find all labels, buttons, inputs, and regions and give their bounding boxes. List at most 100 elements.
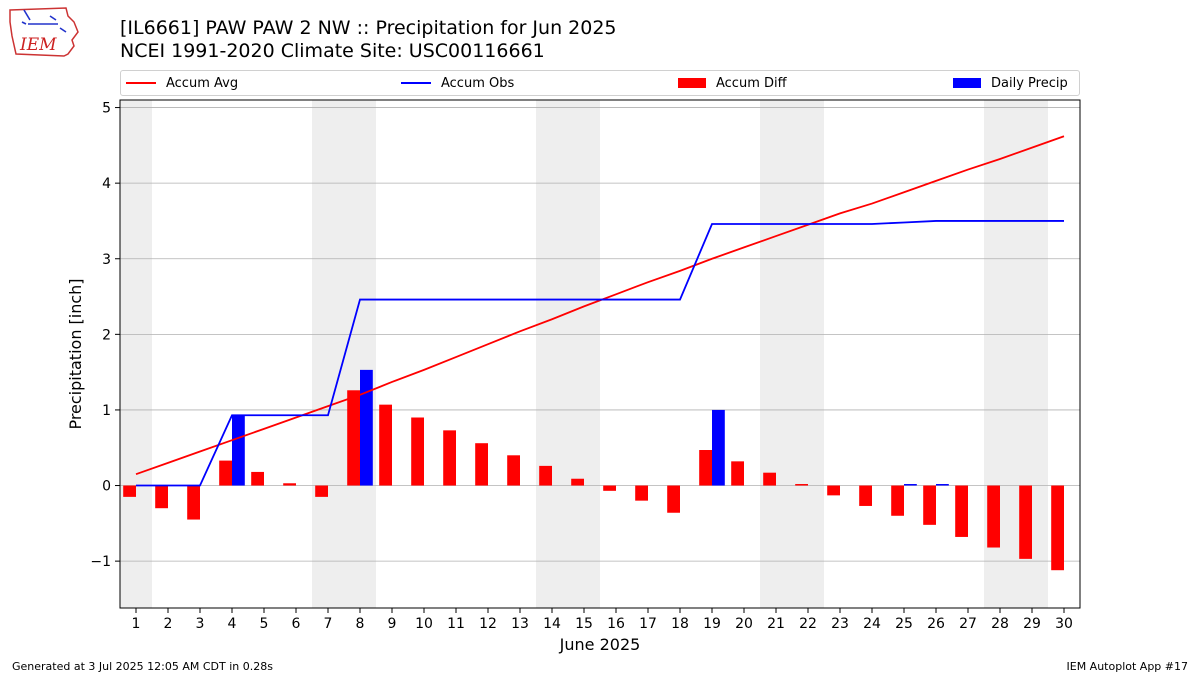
accum-diff-bar	[123, 485, 136, 497]
accum-diff-bar	[187, 485, 200, 520]
legend-item-accum-obs: Accum Obs	[401, 71, 514, 95]
x-tick-label: 3	[196, 616, 205, 632]
x-axis-label: June 2025	[559, 635, 641, 654]
y-tick-label: 4	[102, 176, 111, 192]
chart-title: [IL6661] PAW PAW 2 NW :: Precipitation f…	[120, 17, 617, 39]
accum-obs-line	[136, 220, 1064, 487]
daily-precip-bar	[712, 409, 725, 486]
y-tick-label: 3	[102, 252, 111, 268]
accum-diff-bar	[347, 390, 360, 486]
shaded-band-3	[760, 100, 824, 608]
x-tick-label: 7	[324, 616, 333, 632]
accum-diff-bar	[507, 455, 520, 486]
x-tick-label: 12	[479, 616, 497, 632]
x-tick-label: 30	[1055, 616, 1073, 632]
x-tick-label: 23	[831, 616, 849, 632]
legend-item-accum-avg: Accum Avg	[126, 71, 238, 95]
x-tick-label: 16	[607, 616, 625, 632]
x-tick-label: 4	[228, 616, 237, 632]
accum-diff-bar	[635, 485, 648, 501]
x-tick-label: 14	[543, 616, 561, 632]
accum-diff-bar	[315, 485, 328, 497]
accum-diff-bar	[283, 483, 296, 486]
x-tick-label: 2	[164, 616, 173, 632]
x-tick-label: 8	[356, 616, 365, 632]
daily-precip-bar	[232, 415, 245, 486]
accum-diff-bar	[251, 471, 264, 486]
accum-diff-bar	[891, 485, 904, 516]
accum-diff-bar	[699, 450, 712, 486]
x-tick-label: 13	[511, 616, 529, 632]
x-tick-label: 21	[767, 616, 785, 632]
plot-frame	[119, 99, 1081, 609]
logo-text: IEM	[19, 35, 57, 55]
accum-diff-bar	[571, 478, 584, 486]
x-tick-label: 20	[735, 616, 753, 632]
legend-swatch-daily-precip	[953, 78, 981, 88]
iem-logo: IEM	[9, 7, 79, 57]
accum-diff-bar	[475, 443, 488, 486]
x-tick-label: 25	[895, 616, 913, 632]
accum-diff-bar	[219, 460, 232, 486]
footer-app: IEM Autoplot App #17	[1066, 660, 1189, 673]
legend-swatch-accum-diff	[678, 78, 706, 88]
daily-precip-bar	[936, 484, 949, 486]
legend-label-accum-obs: Accum Obs	[441, 75, 515, 91]
daily-precip-bar	[360, 369, 373, 486]
accum-diff-bar	[955, 485, 968, 537]
x-tick-label: 1	[132, 616, 141, 632]
y-axis-label: Precipitation [inch]	[66, 278, 85, 429]
x-tick-label: 24	[863, 616, 881, 632]
accum-diff-bar	[763, 472, 776, 486]
accum-diff-bar	[379, 404, 392, 486]
y-tick-label: 1	[102, 403, 111, 419]
x-tick-label: 28	[991, 616, 1009, 632]
accum-diff-bar	[603, 485, 616, 491]
accum-diff-bar	[923, 485, 936, 525]
accum-diff-bar	[1051, 485, 1064, 571]
legend-swatch-accum-obs	[401, 82, 431, 84]
accum-diff-bar	[827, 485, 840, 496]
iowa-outline-icon	[9, 7, 79, 57]
accum-diff-bar	[443, 430, 456, 486]
legend-item-daily-precip: Daily Precip	[953, 71, 1068, 95]
accum-diff-bar	[411, 417, 424, 486]
x-tick-label: 9	[388, 616, 397, 632]
x-tick-label: 10	[415, 616, 433, 632]
shaded-band-2	[536, 100, 600, 608]
daily-precip-bar	[904, 484, 917, 486]
x-tick-label: 29	[1023, 616, 1041, 632]
x-tick-label: 11	[447, 616, 465, 632]
x-tick-label: 18	[671, 616, 689, 632]
x-tick-label: 6	[292, 616, 301, 632]
y-tick-label: 5	[102, 101, 111, 117]
accum-diff-bar	[731, 461, 744, 486]
y-tick-label: 2	[102, 327, 111, 343]
accum-diff-bar	[987, 485, 1000, 548]
x-tick-label: 5	[260, 616, 269, 632]
x-tick-label: 22	[799, 616, 817, 632]
accum-diff-bar	[667, 485, 680, 513]
chart-subtitle: NCEI 1991-2020 Climate Site: USC00116661	[120, 40, 545, 62]
legend-label-daily-precip: Daily Precip	[991, 75, 1068, 91]
legend: Accum Avg Accum Obs Accum Diff Daily Pre…	[120, 70, 1080, 96]
accum-diff-bar	[155, 485, 168, 509]
accum-diff-bar	[1019, 485, 1032, 559]
legend-item-accum-diff: Accum Diff	[678, 71, 787, 95]
y-tick-label: −1	[90, 554, 111, 570]
x-tick-label: 26	[927, 616, 945, 632]
legend-label-accum-avg: Accum Avg	[166, 75, 239, 91]
accum-diff-bar	[795, 484, 808, 486]
accum-diff-bar	[539, 465, 552, 486]
x-tick-label: 19	[703, 616, 721, 632]
legend-label-accum-diff: Accum Diff	[716, 75, 787, 91]
x-tick-label: 15	[575, 616, 593, 632]
legend-swatch-accum-avg	[126, 82, 156, 84]
shaded-band-0	[120, 100, 152, 608]
y-tick-label: 0	[102, 479, 111, 495]
footer-generated: Generated at 3 Jul 2025 12:05 AM CDT in …	[12, 660, 273, 673]
shaded-band-1	[312, 100, 376, 608]
x-tick-label: 17	[639, 616, 657, 632]
accum-diff-bar	[859, 485, 872, 506]
